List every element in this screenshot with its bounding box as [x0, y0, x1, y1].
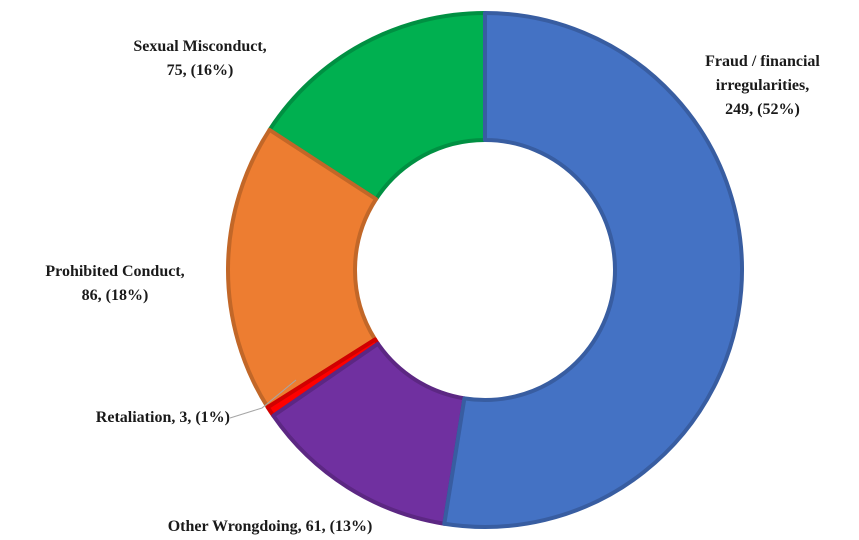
category-label: Sexual Misconduct,: [133, 38, 267, 55]
value-label: 61, (13%): [305, 518, 373, 535]
category-label: Prohibited Conduct,: [45, 263, 185, 280]
value-label: 249, (52%): [725, 101, 800, 118]
donut-slice: [226, 127, 379, 410]
donut-slice: [267, 11, 487, 202]
value-label: 3, (1%): [179, 409, 230, 426]
category-label: Fraud / financial irregularities,: [705, 53, 820, 94]
leader-line: [229, 379, 297, 419]
data-label: Prohibited Conduct, 86, (18%): [20, 260, 210, 308]
donut-slice: [271, 341, 467, 526]
category-label: Other Wrongdoing,: [167, 518, 302, 535]
data-label: Retaliation, 3, (1%): [20, 406, 230, 430]
value-label: 86, (18%): [81, 287, 149, 304]
category-label: Retaliation,: [95, 409, 176, 426]
donut-slice: [442, 11, 744, 529]
data-label: Fraud / financial irregularities, 249, (5…: [680, 50, 845, 122]
data-label: Other Wrongdoing, 61, (13%): [120, 515, 420, 539]
data-label: Sexual Misconduct, 75, (16%): [110, 35, 290, 83]
value-label: 75, (16%): [166, 62, 234, 79]
